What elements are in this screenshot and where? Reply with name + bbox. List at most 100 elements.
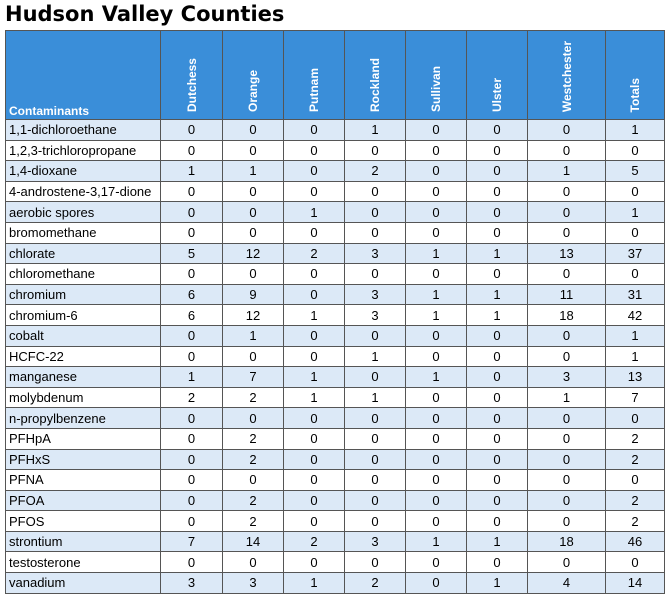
row-label: strontium — [5, 530, 161, 553]
cell: 1 — [466, 572, 528, 594]
cell: 0 — [527, 489, 606, 512]
cell: 2 — [283, 242, 345, 265]
cell: 0 — [405, 489, 467, 512]
cell: 0 — [222, 201, 284, 223]
table-row: PFHpA 0 2 0 0 0 0 0 2 — [5, 427, 665, 450]
cell: 1 — [283, 386, 345, 409]
cell: 18 — [527, 530, 606, 553]
cell: 0 — [344, 263, 406, 285]
cell: 1 — [222, 324, 284, 347]
data-table: Contaminants Dutchess Orange Putnam Rockland… — [5, 30, 665, 594]
cell: 11 — [527, 283, 606, 306]
cell: 0 — [605, 407, 665, 429]
cell: 0 — [283, 551, 345, 574]
cell: 0 — [160, 263, 223, 285]
cell: 0 — [160, 221, 223, 244]
cell: 0 — [160, 510, 223, 532]
table-row: aerobic spores 0 0 1 0 0 0 0 1 — [5, 201, 665, 223]
cell: 0 — [405, 160, 467, 182]
cell: 0 — [160, 324, 223, 347]
cell: 13 — [527, 242, 606, 265]
cell: 0 — [527, 201, 606, 223]
cell: 5 — [605, 160, 665, 182]
cell: 3 — [344, 530, 406, 553]
cell: 0 — [527, 263, 606, 285]
title: Hudson Valley Counties — [5, 2, 285, 26]
table-row: chromium 6 9 0 3 1 1 11 31 — [5, 283, 665, 306]
cell: 1 — [605, 324, 665, 347]
table-row: chromium-6 6 12 1 3 1 1 18 42 — [5, 304, 665, 326]
cell: 0 — [283, 448, 345, 471]
cell: 0 — [405, 510, 467, 532]
cell: 1 — [344, 386, 406, 409]
cell: 0 — [344, 551, 406, 574]
cell: 7 — [160, 530, 223, 553]
cell: 3 — [222, 572, 284, 594]
row-label: PFOA — [5, 489, 161, 512]
table-row: vanadium 3 3 1 2 0 1 4 14 — [5, 572, 665, 594]
header-text: Rockland — [368, 57, 382, 112]
cell: 2 — [283, 530, 345, 553]
cell: 0 — [466, 469, 528, 491]
cell: 0 — [344, 469, 406, 491]
cell: 0 — [605, 263, 665, 285]
column-header: Dutchess — [160, 30, 223, 120]
cell: 0 — [344, 510, 406, 532]
cell: 0 — [466, 345, 528, 368]
table-body: 1,1-dichloroethane 0 0 0 1 0 0 0 1 1,2,3-trichlor… — [5, 119, 665, 594]
cell: 0 — [344, 201, 406, 223]
cell: 0 — [527, 119, 606, 141]
table-row: PFOA 0 2 0 0 0 0 0 2 — [5, 489, 665, 512]
cell: 12 — [222, 304, 284, 326]
cell: 2 — [222, 489, 284, 512]
cell: 0 — [160, 407, 223, 429]
cell: 0 — [466, 510, 528, 532]
cell: 0 — [405, 448, 467, 471]
cell: 0 — [466, 551, 528, 574]
cell: 0 — [283, 345, 345, 368]
cell: 1 — [344, 119, 406, 141]
cell: 0 — [160, 469, 223, 491]
cell: 0 — [222, 263, 284, 285]
column-header: Putnam — [283, 30, 345, 120]
cell: 0 — [283, 510, 345, 532]
table-row: bromomethane 0 0 0 0 0 0 0 0 — [5, 221, 665, 244]
cell: 0 — [466, 324, 528, 347]
cell: 0 — [344, 366, 406, 388]
cell: 0 — [527, 427, 606, 450]
cell: 13 — [605, 366, 665, 388]
cell: 5 — [160, 242, 223, 265]
cell: 0 — [466, 366, 528, 388]
row-label: PFOS — [5, 510, 161, 532]
row-label: PFHpA — [5, 427, 161, 450]
table-row: PFOS 0 2 0 0 0 0 0 2 — [5, 510, 665, 532]
cell: 0 — [405, 201, 467, 223]
cell: 0 — [283, 180, 345, 203]
cell: 2 — [160, 386, 223, 409]
cell: 0 — [405, 572, 467, 594]
cell: 3 — [344, 304, 406, 326]
cell: 0 — [527, 180, 606, 203]
cell: 0 — [283, 139, 345, 162]
cell: 0 — [527, 448, 606, 471]
cell: 6 — [160, 304, 223, 326]
header-text: Westchester — [559, 40, 574, 112]
cell: 0 — [527, 469, 606, 491]
cell: 3 — [160, 572, 223, 594]
cell: 0 — [466, 139, 528, 162]
cell: 0 — [222, 139, 284, 162]
cell: 0 — [605, 469, 665, 491]
cell: 1 — [605, 201, 665, 223]
cell: 1 — [466, 304, 528, 326]
row-label: bromomethane — [5, 221, 161, 244]
cell: 2 — [344, 160, 406, 182]
cell: 1 — [605, 119, 665, 141]
cell: 0 — [283, 160, 345, 182]
row-label: aerobic spores — [5, 201, 161, 223]
table-row: 1,1-dichloroethane 0 0 0 1 0 0 0 1 — [5, 119, 665, 141]
cell: 0 — [466, 201, 528, 223]
cell: 3 — [344, 242, 406, 265]
table-row: cobalt 0 1 0 0 0 0 0 1 — [5, 324, 665, 347]
cell: 0 — [222, 119, 284, 141]
cell: 0 — [344, 448, 406, 471]
